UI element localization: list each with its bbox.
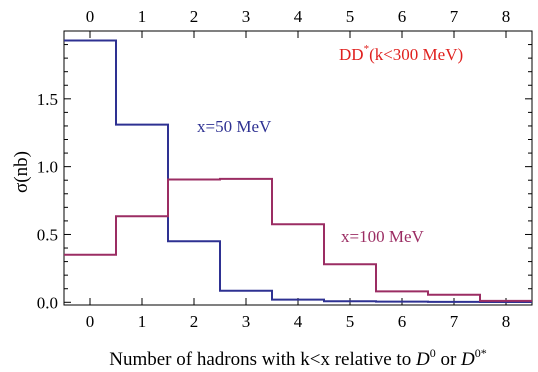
x-tick-label: 2 <box>190 312 199 331</box>
x-tick-label: 0 <box>86 312 95 331</box>
x-tick-label-top: 5 <box>346 7 355 26</box>
x-tick-label: 4 <box>294 312 303 331</box>
x-tick-label-top: 0 <box>86 7 95 26</box>
y-tick-label: 1.0 <box>37 158 58 177</box>
x-tick-label: 3 <box>242 312 251 331</box>
x-tick-labels-top: 0 1 2 3 4 5 6 7 8 <box>86 7 511 26</box>
y-tick-label: 1.5 <box>37 90 58 109</box>
ticks <box>64 31 532 305</box>
x-tick-label: 8 <box>502 312 511 331</box>
x-tick-label: 1 <box>138 312 147 331</box>
x-tick-label-top: 3 <box>242 7 251 26</box>
x-tick-label-top: 2 <box>190 7 199 26</box>
series-lines <box>64 39 532 303</box>
x-tick-label-top: 8 <box>502 7 511 26</box>
series-line-2 <box>64 177 532 302</box>
x-tick-label: 7 <box>450 312 459 331</box>
annotation-title: DD*(k<300 MeV) <box>339 43 463 64</box>
series-line-1 <box>64 39 532 303</box>
x-tick-label: 6 <box>398 312 407 331</box>
x-tick-labels-bottom: 0 1 2 3 4 5 6 7 8 <box>86 312 511 331</box>
x-tick-label-top: 6 <box>398 7 407 26</box>
series-label-x50: x=50 MeV <box>197 117 272 136</box>
y-tick-label: 0.0 <box>37 293 58 312</box>
x-axis-title: Number of hadrons with k<x relative to D… <box>109 346 487 370</box>
x-tick-label-top: 7 <box>450 7 459 26</box>
y-tick-labels: 0.0 0.5 1.0 1.5 <box>37 90 58 312</box>
series-label-x100: x=100 MeV <box>341 227 424 246</box>
x-tick-label: 5 <box>346 312 355 331</box>
x-tick-label-top: 1 <box>138 7 147 26</box>
x-tick-label-top: 4 <box>294 7 303 26</box>
y-axis-title: σ(nb) <box>11 151 32 193</box>
plot-frame <box>63 30 533 306</box>
y-tick-label: 0.5 <box>37 225 58 244</box>
